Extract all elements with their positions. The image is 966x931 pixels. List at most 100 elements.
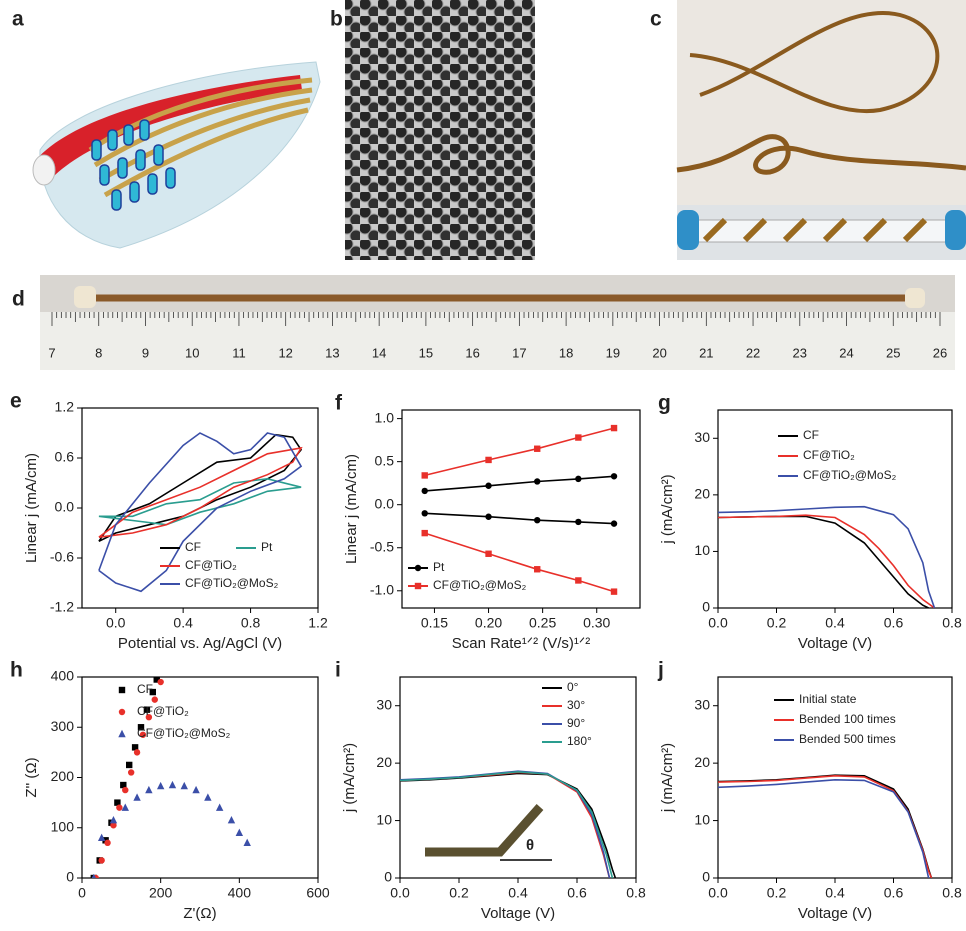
legend-label: CF@TiO₂ [137,704,189,718]
y-tick-label: 10 [694,542,710,558]
bent-fiber [425,807,540,852]
series-line [400,771,610,878]
y-tick-label: 400 [51,668,75,684]
ruler-label: 16 [465,345,479,360]
sem-pores [345,0,535,260]
x-tick-label: 0.2 [767,615,787,631]
marker [485,514,491,520]
rod-cap [945,210,966,250]
y-axis-title: Z'' (Ω) [23,757,40,797]
ruler-label: 18 [559,345,573,360]
ruler-label: 15 [419,345,433,360]
marker [216,803,223,810]
ruler [40,312,955,370]
marker [228,816,235,823]
plot-area [422,425,618,595]
legend-label: CF@TiO₂@MoS₂ [137,726,231,740]
x-tick-label: 0.8 [942,885,962,901]
y-tick-label: 20 [694,486,710,502]
x-tick-label: 0.4 [825,885,845,901]
panel-label: a [12,8,24,31]
ruler-label: 12 [278,345,292,360]
series-line [425,476,614,491]
x-tick-label: 0.25 [529,615,556,631]
marker [415,565,421,571]
marker [119,687,125,693]
x-tick-label: 0.15 [421,615,448,631]
series-line [718,776,932,878]
marker [534,446,540,452]
marker [134,749,140,755]
x-axis-title: Voltage (V) [798,905,872,922]
y-tick-label: 30 [694,696,710,712]
x-tick-label: 0.6 [884,615,904,631]
ruler-label: 24 [839,345,853,360]
x-axis-title: Scan Rate¹ᐟ² (V/s)¹ᐟ² [452,635,591,652]
plot-area [718,775,932,878]
rod-cap [677,210,699,250]
plot-frame [718,677,952,878]
x-tick-label: 0.4 [508,885,528,901]
x-axis-title: Voltage (V) [798,635,872,652]
marker [116,804,122,810]
ruler-label: 25 [886,345,900,360]
y-tick-label: 0.6 [55,449,75,465]
y-axis-title: Linear j (mA/cm) [343,454,360,564]
y-tick-label: -1.2 [50,599,74,615]
x-tick-label: 0.8 [626,885,646,901]
marker [611,588,617,594]
y-tick-label: 300 [51,718,75,734]
marker [611,520,617,526]
ruler-label: 20 [652,345,666,360]
x-tick-label: 600 [306,885,330,901]
marker [236,829,243,836]
panel-label: f [335,392,343,415]
y-tick-label: 10 [694,811,710,827]
legend-label: CF [137,682,153,696]
y-axis-title: j (mA/cm²) [341,743,358,813]
ruler-label: 19 [606,345,620,360]
series-line [425,513,614,523]
scale-bar [548,235,612,242]
series-line [718,516,929,608]
legend-label: CF@TiO₂@MoS₂ [803,468,897,482]
ruler-label: 26 [933,345,947,360]
legend-label: CF@TiO₂ [803,448,855,462]
x-tick-label: 0.20 [475,615,502,631]
marker [485,483,491,489]
series-line [400,772,610,878]
marker [611,473,617,479]
panel-label: h [10,659,23,682]
y-tick-label: 30 [376,696,392,712]
y-tick-label: 0 [702,599,710,615]
ruler-label: 13 [325,345,339,360]
legend-label: 30° [567,698,585,712]
x-tick-label: 0.4 [825,615,845,631]
marker [575,577,581,583]
marker [534,517,540,523]
y-axis-title: Linear j (mA/cm) [23,453,40,563]
marker [192,786,199,793]
ruler-photo: 7891011121314151617181920212223242526 [40,275,955,370]
marker [485,551,491,557]
fiber-end [74,286,96,308]
y-tick-label: 30 [694,429,710,445]
y-tick-label: 0 [66,869,74,885]
marker [415,583,421,589]
marker [485,457,491,463]
fiber-end [905,288,925,308]
y-tick-label: 20 [694,754,710,770]
marker [128,769,134,775]
x-tick-label: 0.8 [942,615,962,631]
marker [422,530,428,536]
marker [118,730,125,737]
ruler-label: 23 [793,345,807,360]
marker [422,472,428,478]
angle-label: θ [526,837,534,854]
marker [157,782,164,789]
y-tick-label: 200 [51,768,75,784]
marker [181,782,188,789]
figure: 500 nm 789101112131415161718192021222324… [0,0,966,931]
x-tick-label: 1.2 [308,615,328,631]
series-line [400,772,612,878]
